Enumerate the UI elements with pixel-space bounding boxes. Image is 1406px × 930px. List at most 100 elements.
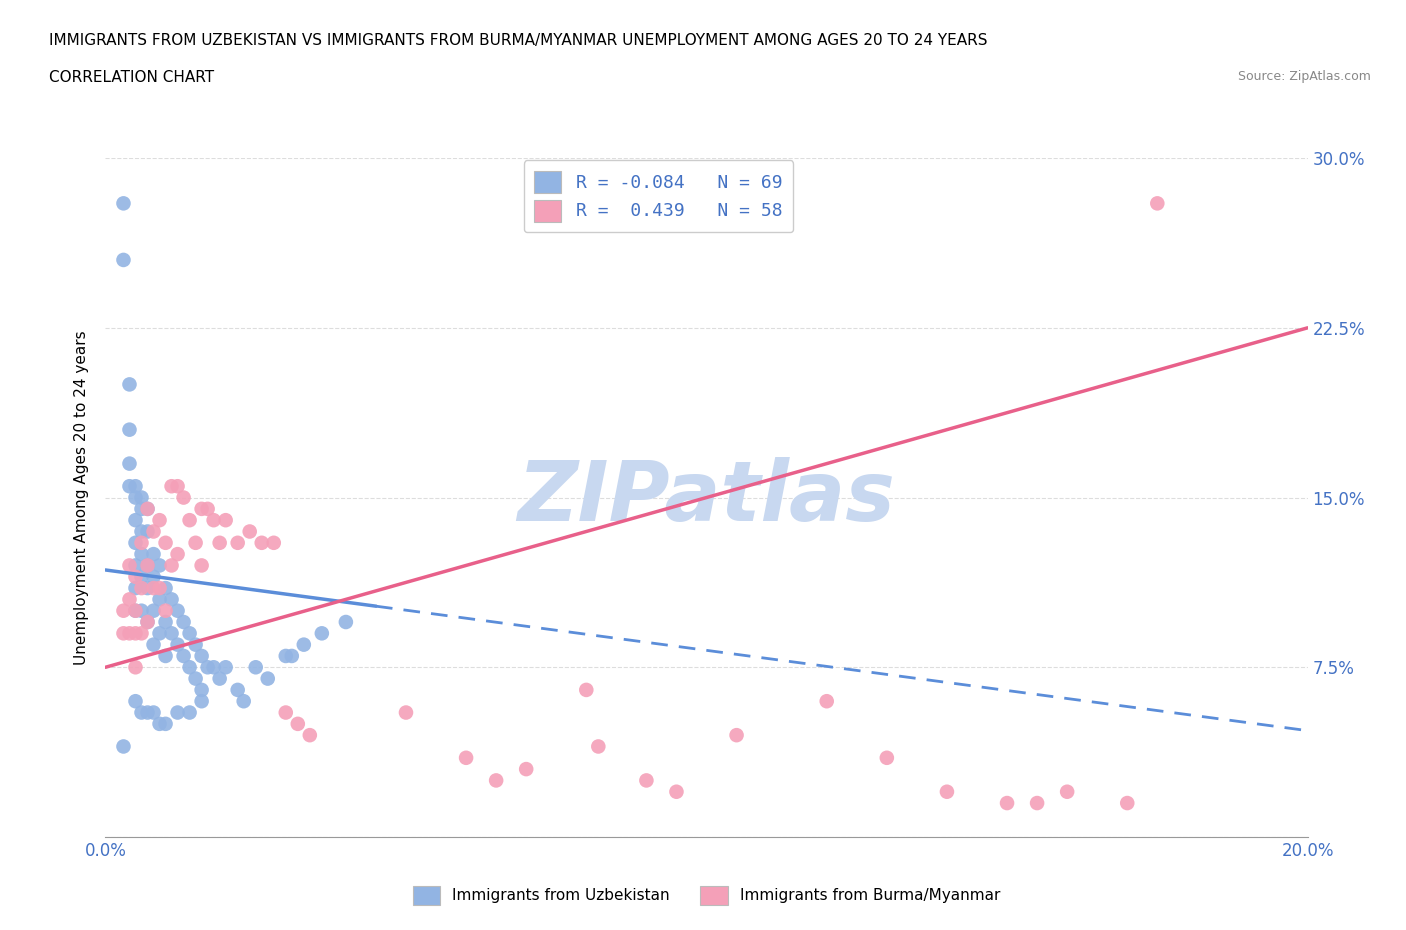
Point: [1056, 784, 1078, 799]
Point: [1116, 796, 1139, 811]
Point: [166, 637, 188, 652]
Point: [136, 615, 159, 630]
Point: [281, 648, 304, 663]
Point: [112, 739, 135, 754]
Point: [155, 716, 177, 731]
Point: [142, 637, 165, 652]
Point: [112, 604, 135, 618]
Point: [160, 558, 183, 573]
Point: [118, 422, 141, 437]
Point: [124, 604, 146, 618]
Point: [136, 580, 159, 595]
Point: [131, 569, 153, 584]
Point: [160, 626, 183, 641]
Point: [395, 705, 418, 720]
Point: [142, 547, 165, 562]
Point: [148, 592, 170, 607]
Point: [202, 512, 225, 527]
Point: [148, 580, 170, 595]
Point: [142, 705, 165, 720]
Point: [995, 796, 1018, 811]
Text: Source: ZipAtlas.com: Source: ZipAtlas.com: [1237, 70, 1371, 83]
Point: [179, 705, 201, 720]
Point: [184, 637, 207, 652]
Point: [226, 536, 249, 551]
Point: [214, 660, 236, 675]
Point: [190, 648, 212, 663]
Point: [131, 580, 153, 595]
Point: [214, 512, 236, 527]
Point: [815, 694, 838, 709]
Point: [131, 604, 153, 618]
Point: [1026, 796, 1049, 811]
Point: [118, 377, 141, 392]
Point: [725, 727, 748, 742]
Point: [263, 536, 285, 551]
Point: [136, 558, 159, 573]
Point: [256, 671, 278, 686]
Point: [636, 773, 658, 788]
Point: [124, 694, 146, 709]
Point: [274, 648, 297, 663]
Point: [179, 660, 201, 675]
Text: ZIPatlas: ZIPatlas: [517, 457, 896, 538]
Point: [118, 479, 141, 494]
Point: [118, 626, 141, 641]
Point: [142, 580, 165, 595]
Point: [131, 536, 153, 551]
Point: [124, 490, 146, 505]
Point: [166, 479, 188, 494]
Point: [155, 648, 177, 663]
Point: [155, 536, 177, 551]
Point: [112, 196, 135, 211]
Point: [124, 558, 146, 573]
Point: [124, 512, 146, 527]
Point: [208, 671, 231, 686]
Point: [118, 592, 141, 607]
Point: [131, 705, 153, 720]
Point: [292, 637, 315, 652]
Point: [515, 762, 537, 777]
Point: [142, 569, 165, 584]
Point: [239, 524, 262, 538]
Text: IMMIGRANTS FROM UZBEKISTAN VS IMMIGRANTS FROM BURMA/MYANMAR UNEMPLOYMENT AMONG A: IMMIGRANTS FROM UZBEKISTAN VS IMMIGRANTS…: [49, 33, 987, 47]
Point: [173, 490, 195, 505]
Point: [124, 660, 146, 675]
Point: [124, 580, 146, 595]
Point: [155, 615, 177, 630]
Point: [160, 592, 183, 607]
Point: [166, 547, 188, 562]
Point: [190, 558, 212, 573]
Point: [142, 604, 165, 618]
Text: CORRELATION CHART: CORRELATION CHART: [49, 70, 214, 85]
Point: [179, 512, 201, 527]
Point: [166, 604, 188, 618]
Point: [184, 536, 207, 551]
Point: [112, 252, 135, 268]
Point: [160, 479, 183, 494]
Point: [148, 558, 170, 573]
Point: [876, 751, 898, 765]
Point: [124, 479, 146, 494]
Point: [454, 751, 477, 765]
Point: [148, 716, 170, 731]
Point: [148, 626, 170, 641]
Point: [136, 501, 159, 516]
Point: [155, 580, 177, 595]
Point: [136, 558, 159, 573]
Point: [1146, 196, 1168, 211]
Point: [124, 569, 146, 584]
Point: [184, 671, 207, 686]
Point: [131, 524, 153, 538]
Point: [155, 604, 177, 618]
Point: [131, 547, 153, 562]
Point: [118, 457, 141, 472]
Point: [202, 660, 225, 675]
Point: [131, 626, 153, 641]
Point: [208, 536, 231, 551]
Point: [575, 683, 598, 698]
Point: [232, 694, 254, 709]
Point: [118, 558, 141, 573]
Point: [136, 705, 159, 720]
Point: [665, 784, 688, 799]
